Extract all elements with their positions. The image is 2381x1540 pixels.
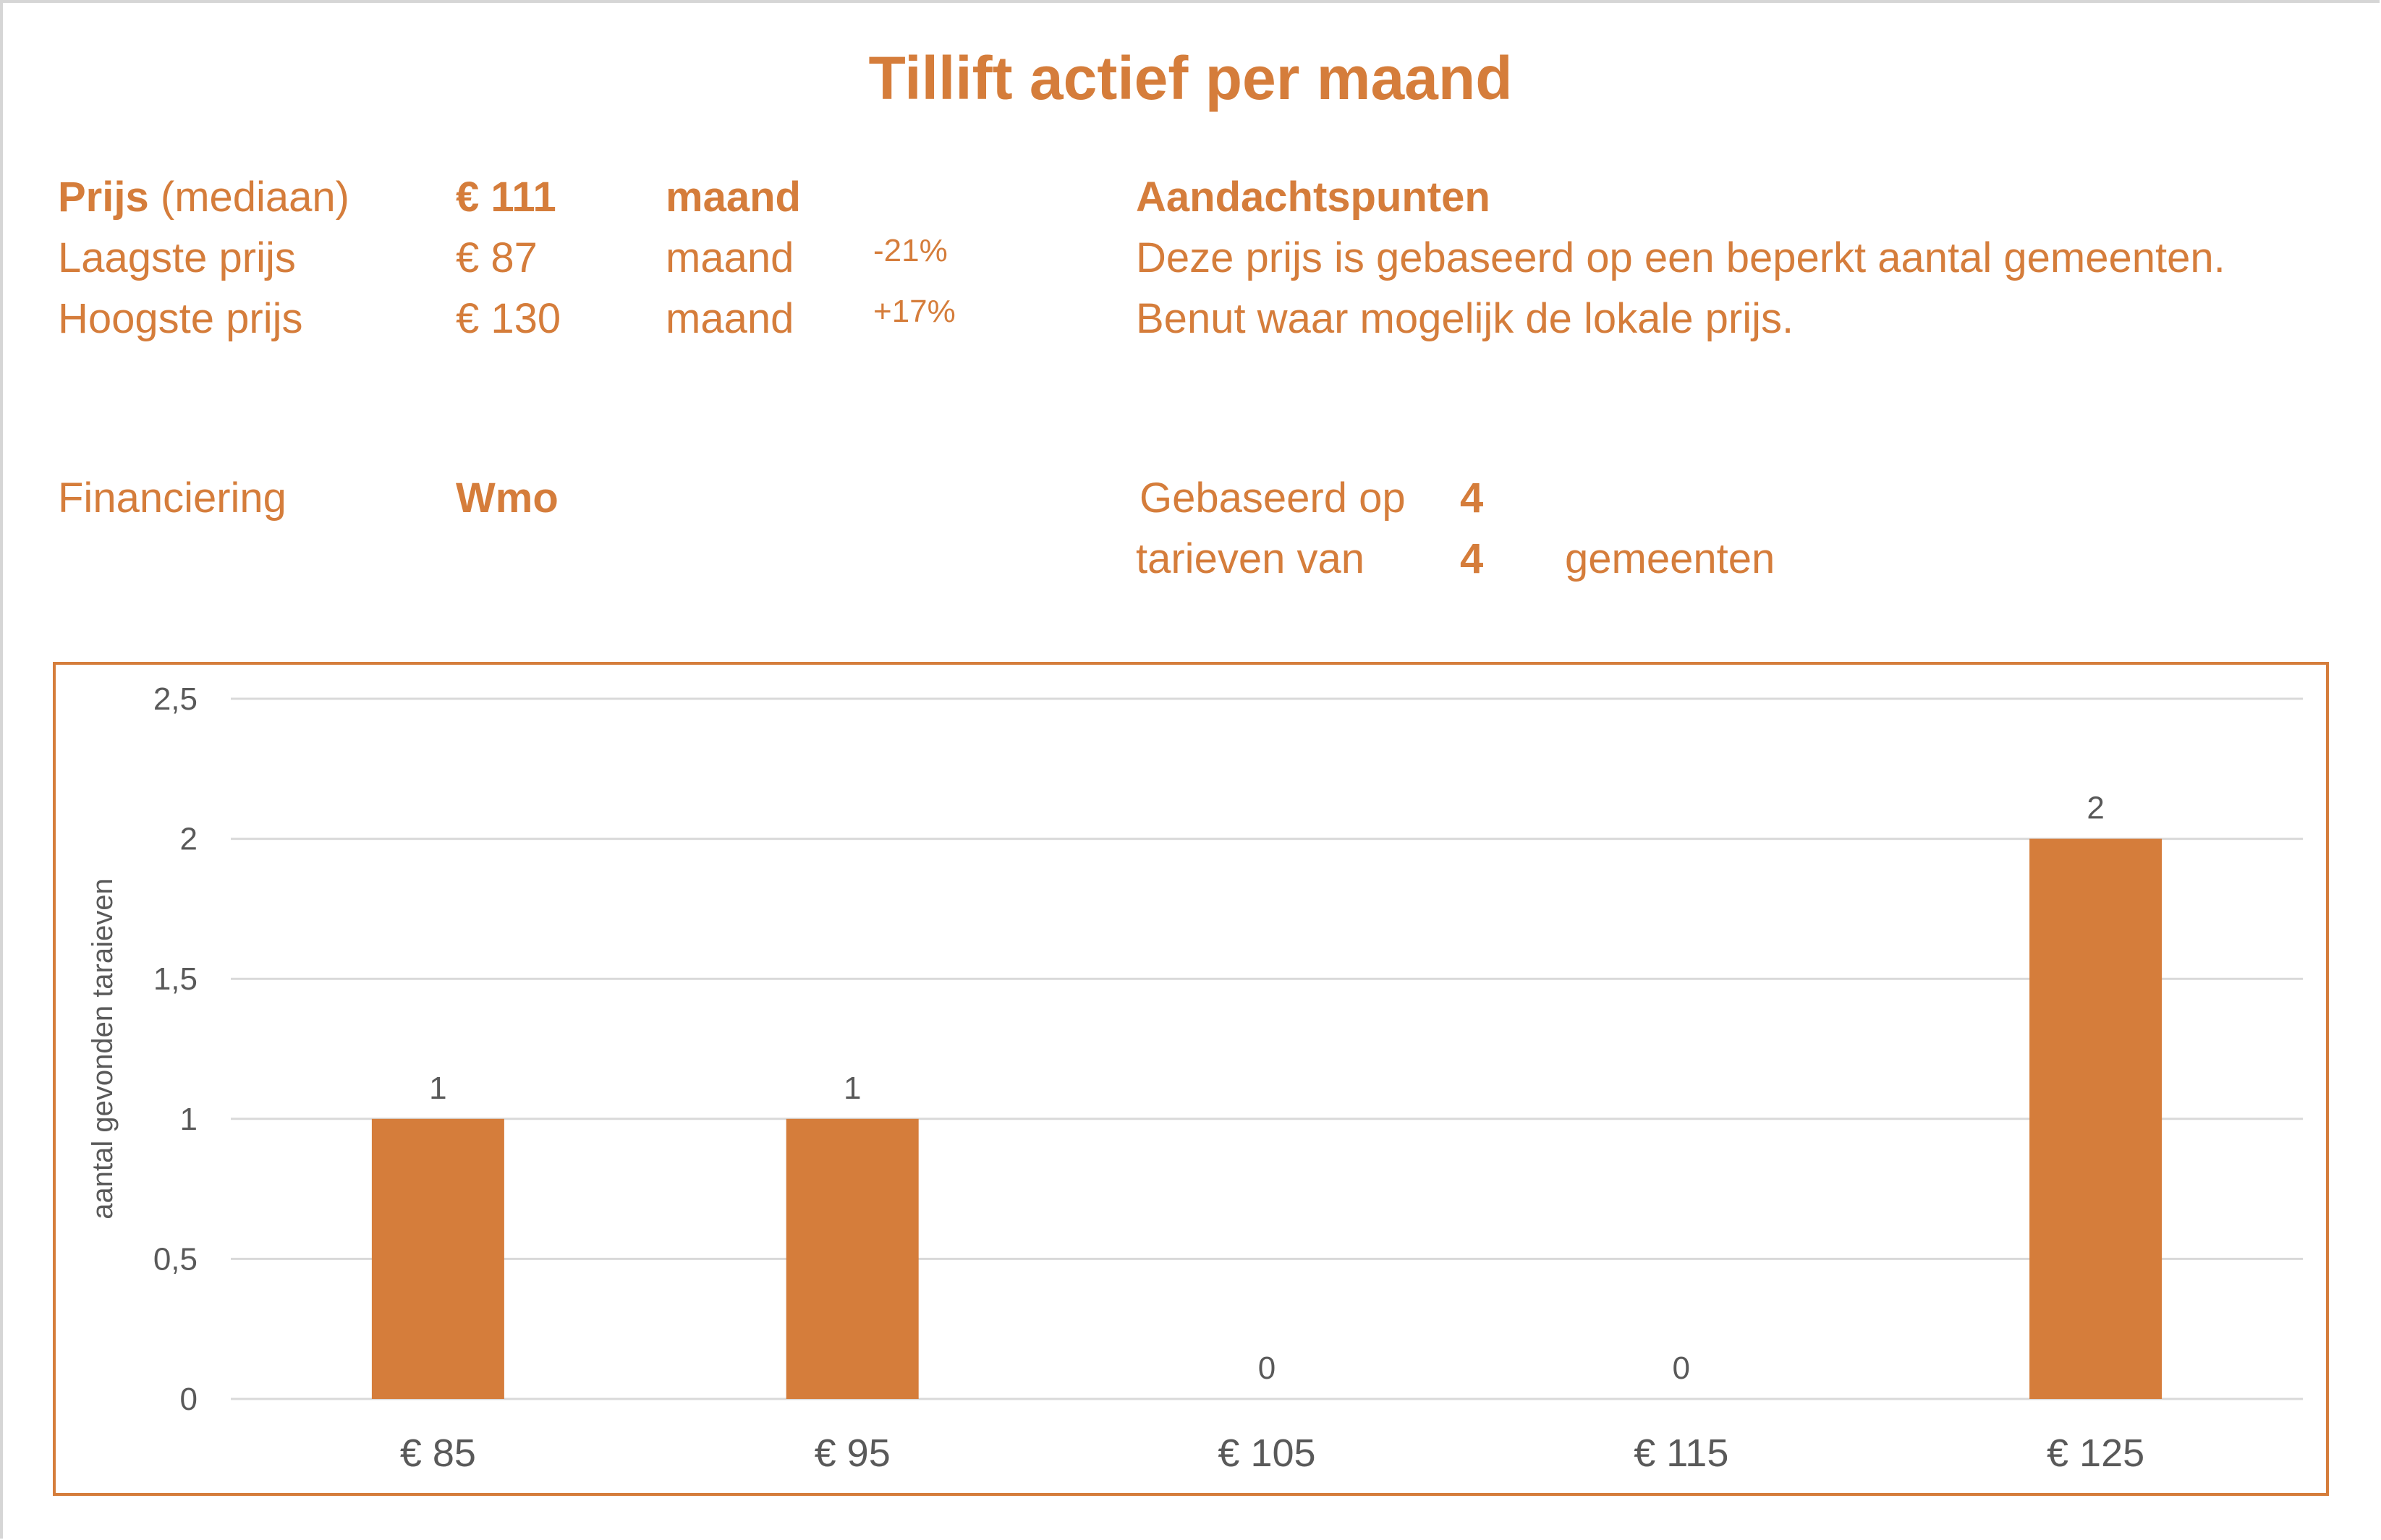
median-label: Prijs (mediaan) [58,172,349,223]
bar [371,1118,504,1399]
highest-unit: maand [666,295,794,342]
y-tick-label: 0 [180,1382,198,1417]
basis-label: tarieven van [1136,535,1364,582]
notes-heading: Aandachtspunten [1136,174,1490,221]
x-tick-label: € 105 [1218,1431,1315,1475]
median-label-bold: Prijs [58,174,149,221]
data-label: 1 [844,1071,861,1106]
notes-line: Deze prijs is gebaseerd op een beperkt a… [1136,234,2225,281]
y-tick-label: 2 [180,822,198,857]
notes-line: Benut waar mogelijk de lokale prijs. [1136,295,1794,342]
y-axis-title: aantal gevonden taraieven [87,878,119,1219]
data-label: 1 [429,1071,446,1106]
basis-value: 4 [1460,475,1484,522]
financing-value: Wmo [456,475,559,522]
highest-label: Hoogste prijs [58,295,303,342]
basis-value: 4 [1460,535,1484,582]
data-label: 0 [1258,1350,1276,1386]
y-tick-label: 2,5 [153,681,198,717]
median-value: € 111 [456,174,556,221]
highest-value: € 130 [456,295,561,342]
data-label: 2 [2087,791,2104,826]
basis-suffix: gemeenten [1565,535,1775,582]
bar [786,1118,919,1399]
data-label: 0 [1673,1350,1690,1386]
x-tick-label: € 125 [2047,1431,2144,1475]
page-title: Tillift actief per maand [868,44,1513,112]
x-tick-label: € 85 [400,1431,476,1475]
bar [2029,838,2163,1399]
financing-label: Financiering [58,475,287,522]
chart-container [53,662,2329,1496]
y-tick-label: 0,5 [153,1241,198,1277]
highest-diff: +17% [873,294,956,329]
median-unit: maand [666,174,801,221]
basis-label: Gebaseerd op [1139,475,1406,522]
lowest-diff: -21% [873,233,948,268]
x-tick-label: € 95 [815,1431,891,1475]
y-tick-label: 1 [180,1102,198,1137]
median-label-rest: (mediaan) [160,174,349,221]
y-tick-label: 1,5 [153,961,198,997]
lowest-label: Laagste prijs [58,234,296,281]
lowest-value: € 87 [456,234,538,281]
x-tick-label: € 115 [1634,1431,1728,1475]
lowest-unit: maand [666,234,794,281]
